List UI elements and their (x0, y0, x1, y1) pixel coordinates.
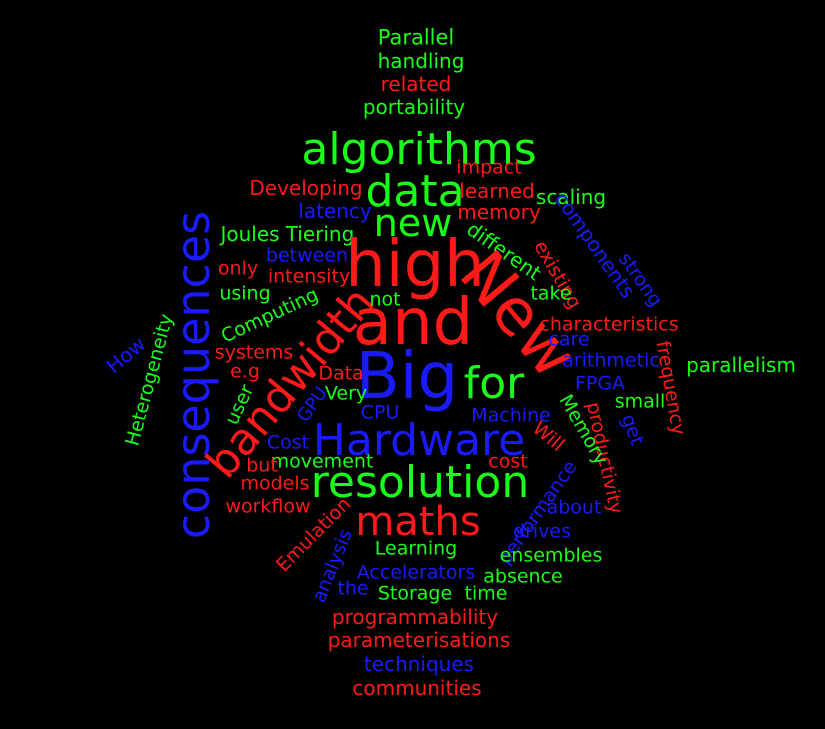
word-care: care (548, 328, 590, 351)
word-time: time (464, 582, 508, 605)
word-but: but (246, 454, 278, 477)
word-movement: movement (270, 450, 374, 473)
word-e-g: e.g (230, 360, 260, 383)
word-hardware: Hardware (312, 415, 526, 466)
word-big: Big (355, 340, 459, 414)
word-techniques: techniques (363, 652, 475, 676)
word-drives: drives (513, 520, 571, 543)
word-characteristics: characteristics (539, 313, 679, 336)
word-intensity: intensity (267, 265, 351, 288)
word-algorithms: algorithms (301, 124, 537, 175)
word-get: get (616, 411, 649, 449)
word-the: the (337, 577, 369, 600)
word-joules: Joules (220, 222, 280, 246)
word-portability: portability (362, 95, 466, 119)
word-models: models (240, 472, 310, 495)
word-programmability: programmability (331, 605, 499, 629)
word-handling: handling (377, 49, 465, 73)
word-consequences: consequences (166, 210, 220, 540)
word-tiering: Tiering (285, 222, 355, 246)
word-take: take (530, 282, 572, 305)
word-developing: Developing (249, 176, 363, 200)
word-communities: communities (352, 676, 482, 700)
word-not: not (369, 288, 401, 311)
word-arithmetic: arithmetic (562, 349, 660, 372)
word-workflow: workflow (225, 495, 311, 518)
word-absence: absence (483, 565, 563, 588)
word-learned: learned (459, 179, 535, 203)
word-parallelism: parallelism (686, 353, 796, 377)
word-cpu: CPU (360, 401, 400, 424)
word-small: small (614, 390, 666, 413)
word-accelerators: Accelerators (356, 561, 476, 584)
word-for: for (463, 358, 525, 409)
word-between: between (265, 244, 349, 267)
word-related: related (380, 72, 452, 96)
word-learning: Learning (374, 537, 458, 560)
word-machine: Machine (471, 404, 551, 427)
word-systems: systems (214, 341, 294, 364)
word-cost-cap: Cost (266, 431, 310, 454)
word-impact: impact (456, 156, 522, 179)
word-high: high (345, 228, 485, 302)
word-cost: cost (488, 450, 528, 473)
word-very: Very (324, 382, 368, 405)
word-scaling: scaling (535, 185, 607, 209)
word-storage: Storage (377, 582, 453, 605)
word-parallel: Parallel (377, 25, 455, 50)
word-data-small: Data (318, 362, 364, 385)
word-latency: latency (298, 199, 372, 223)
word-using: using (219, 282, 271, 305)
word-about: about (546, 496, 602, 519)
word-and: and (352, 286, 474, 360)
word-new: new (373, 201, 453, 245)
word-resolution: resolution (310, 457, 530, 508)
word-data: data (365, 166, 465, 217)
word-maths: maths (355, 499, 481, 545)
word-only: only (217, 257, 259, 280)
word-memory: memory (457, 200, 541, 224)
word-parameterisations: parameterisations (327, 628, 511, 652)
word-ensembles: ensembles (499, 544, 603, 567)
word-fpga: FPGA (574, 372, 626, 395)
